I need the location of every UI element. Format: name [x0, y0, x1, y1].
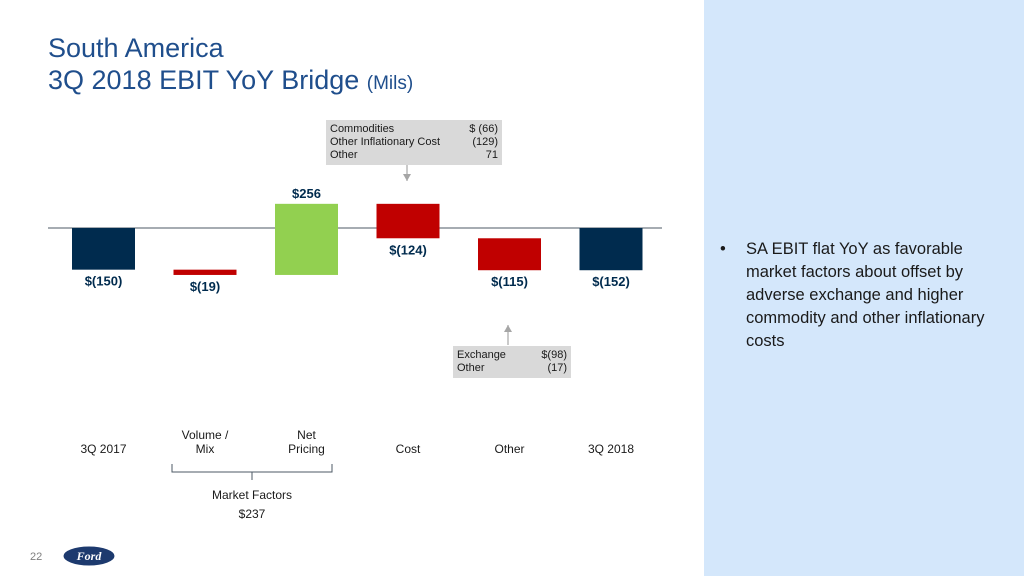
category-label-3: Cost	[395, 442, 421, 456]
bullet-text: SA EBIT flat YoY as favorable market fac…	[746, 240, 985, 350]
category-label-4: Other	[494, 442, 525, 456]
callout-item-value: $ (66)	[469, 123, 498, 135]
bar-3	[376, 203, 440, 239]
category-label-5: 3Q 2018	[587, 442, 635, 456]
market-factors-bracket	[171, 464, 333, 480]
value-label-1: $(19)	[190, 279, 220, 294]
market-factors-value: $237	[238, 507, 266, 521]
callout-row: Other Inflationary Cost (129)	[330, 136, 498, 149]
bar-4	[478, 238, 541, 271]
bullet-marker: •	[720, 240, 726, 258]
callout-row: Commodities $ (66)	[330, 123, 498, 136]
category-label-0: 3Q 2017	[80, 442, 127, 456]
cost-callout-arrow	[403, 163, 411, 181]
other-callout: Exchange $(98) Other (17)	[453, 346, 571, 378]
ford-logo: Ford	[62, 545, 116, 567]
cost-callout: Commodities $ (66) Other Inflationary Cost…	[326, 120, 502, 165]
other-callout-arrow	[504, 325, 512, 345]
callout-item-value: 71	[485, 149, 498, 161]
logo-text: Ford	[76, 549, 103, 563]
title-unit: (Mils)	[366, 73, 414, 94]
callout-item-value: $(98)	[541, 349, 567, 361]
bar-1	[173, 269, 237, 275]
callout-row: Other 71	[330, 149, 498, 162]
callout-item-value: (129)	[472, 136, 498, 148]
callout-item-label: Commodities	[330, 123, 395, 135]
bar-2	[275, 203, 338, 275]
page-number: 22	[30, 551, 43, 563]
title-line-2: 3Q 2018 EBIT YoY Bridge	[48, 65, 360, 95]
bullet-point: • SA EBIT flat YoY as favorable market f…	[720, 238, 991, 353]
callout-item-label: Other	[330, 149, 358, 161]
value-label-0: $(150)	[85, 274, 123, 289]
callout-item-label: Other	[457, 362, 485, 374]
bar-0	[72, 228, 135, 270]
category-label-1: Volume / Mix	[181, 428, 229, 456]
bar-5	[579, 228, 643, 271]
category-label-2: Net Pricing	[288, 428, 325, 456]
value-label-5: $(152)	[592, 274, 630, 289]
right-panel	[704, 0, 1024, 576]
value-label-4: $(115)	[491, 274, 528, 289]
page-title: South America 3Q 2018 EBIT YoY Bridge (M…	[48, 32, 413, 100]
callout-row: Exchange $(98)	[457, 349, 567, 362]
value-label-3: $(124)	[389, 242, 427, 257]
title-line-1: South America	[48, 33, 224, 63]
market-factors-label: Market Factors	[211, 488, 292, 502]
callout-item-value: (17)	[547, 362, 567, 374]
callout-row: Other (17)	[457, 362, 567, 375]
callout-item-label: Other Inflationary Cost	[330, 136, 441, 148]
value-label-2: $256	[292, 186, 321, 201]
waterfall-chart: $(150) $(19) $256 $(124) $(115) $(152)	[48, 163, 662, 480]
callout-item-label: Exchange	[457, 349, 506, 361]
